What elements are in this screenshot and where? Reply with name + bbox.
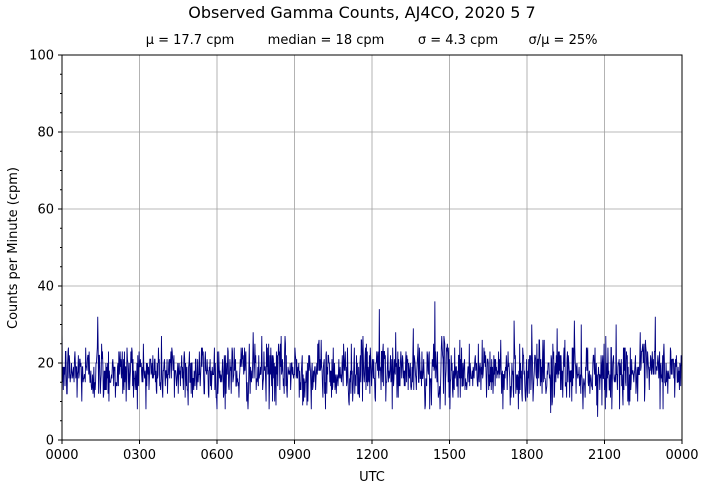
y-tick-label: 60 bbox=[37, 203, 54, 218]
y-tick-label: 100 bbox=[29, 49, 54, 64]
grid bbox=[62, 55, 682, 440]
x-tick-label: 0000 bbox=[665, 448, 698, 463]
y-tick-label: 0 bbox=[46, 434, 54, 449]
subtitle-mean: μ = 17.7 cpm bbox=[146, 33, 235, 48]
y-tick-label: 80 bbox=[37, 126, 54, 141]
subtitle-median: median = 18 cpm bbox=[268, 33, 385, 48]
chart-title: Observed Gamma Counts, AJ4CO, 2020 5 7 bbox=[188, 3, 535, 22]
y-axis-label: Counts per Minute (cpm) bbox=[6, 167, 21, 329]
subtitle-sigma: σ = 4.3 cpm bbox=[418, 33, 498, 48]
x-axis-label: UTC bbox=[359, 470, 385, 485]
x-tick-label: 0600 bbox=[200, 448, 233, 463]
x-tick-label: 1800 bbox=[510, 448, 543, 463]
x-tick-label: 1500 bbox=[433, 448, 466, 463]
x-tick-label: 0300 bbox=[123, 448, 156, 463]
y-tick-label: 20 bbox=[37, 357, 54, 372]
x-tick-label: 0900 bbox=[278, 448, 311, 463]
x-tick-label: 2100 bbox=[588, 448, 621, 463]
series-line bbox=[61, 301, 683, 417]
x-tick-label: 0000 bbox=[45, 448, 78, 463]
ticks: 0000 0300 0600 0900 1200 1500 1800 2100 00000204… bbox=[29, 49, 698, 464]
series-group bbox=[61, 301, 683, 417]
y-tick-label: 40 bbox=[37, 280, 54, 295]
x-tick-label: 1200 bbox=[355, 448, 388, 463]
subtitle-ratio: σ/μ = 25% bbox=[529, 33, 598, 48]
